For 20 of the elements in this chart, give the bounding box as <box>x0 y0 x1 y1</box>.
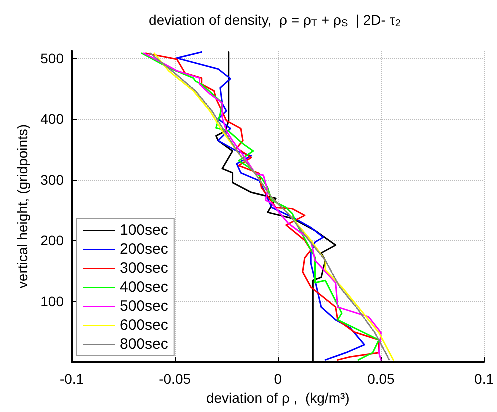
legend-label: 300sec <box>120 260 169 277</box>
x-tick-label: -0.05 <box>159 371 192 387</box>
legend-label: 200sec <box>120 241 169 258</box>
y-tick-label: 100 <box>40 293 64 310</box>
legend-label: 100sec <box>120 222 169 239</box>
x-axis-title: deviation of ρ , (kg/m³) <box>206 390 350 406</box>
line-series <box>176 51 366 361</box>
legend-label: 500sec <box>120 298 169 315</box>
legend-label: 800sec <box>120 336 169 353</box>
legend-label: 600sec <box>120 317 169 334</box>
y-tick-label: 300 <box>40 172 64 188</box>
x-tick-label: 0.05 <box>368 371 396 387</box>
x-tick-label: 0 <box>274 371 282 387</box>
y-axis-title: vertical height, (gridpoints) <box>14 124 31 289</box>
x-tick-label: 0.1 <box>474 371 494 387</box>
legend-label: 400sec <box>120 279 169 296</box>
y-tick-label: 200 <box>40 232 64 249</box>
x-tick-label: -0.1 <box>60 371 84 387</box>
y-tick-label: 500 <box>40 50 64 66</box>
y-tick-label: 400 <box>40 111 64 128</box>
